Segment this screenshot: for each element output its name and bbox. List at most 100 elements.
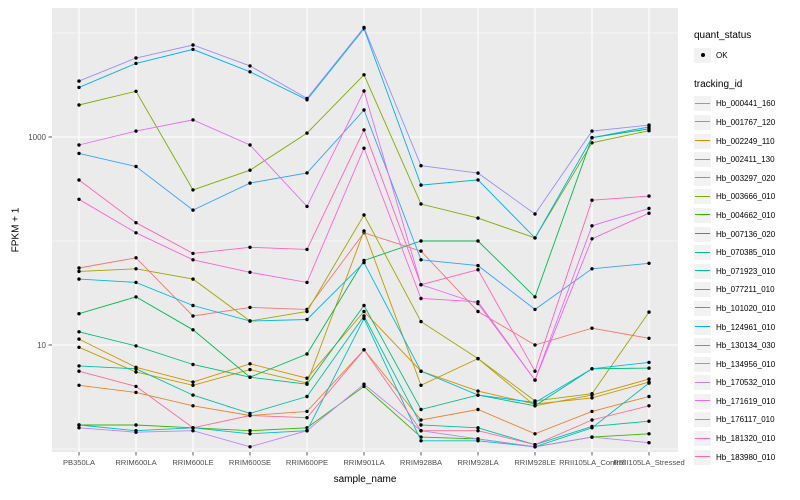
line-swatch-icon bbox=[694, 189, 711, 205]
data-point bbox=[305, 131, 309, 135]
data-point bbox=[305, 96, 309, 101]
legend-item-label: Hb_130134_030 bbox=[716, 341, 776, 351]
data-point bbox=[419, 258, 423, 262]
data-point bbox=[362, 303, 366, 308]
data-point bbox=[533, 378, 537, 382]
data-point bbox=[248, 168, 252, 172]
data-point bbox=[362, 382, 366, 386]
data-point bbox=[590, 224, 594, 228]
line-swatch-icon bbox=[694, 152, 711, 168]
legend-item-label: Hb_071923_010 bbox=[716, 266, 776, 276]
legend-item-Hb_170532_010: Hb_170532_010 bbox=[694, 374, 798, 393]
legend-item-Hb_130134_030: Hb_130134_030 bbox=[694, 336, 798, 355]
legend-item-Hb_134956_010: Hb_134956_010 bbox=[694, 355, 798, 374]
data-point bbox=[533, 212, 537, 216]
data-point bbox=[77, 197, 81, 201]
legend-item-label: Hb_183980_010 bbox=[716, 452, 776, 462]
line-swatch-icon bbox=[694, 133, 711, 149]
data-point bbox=[476, 356, 480, 361]
data-point bbox=[419, 239, 423, 243]
point-swatch-icon bbox=[694, 47, 711, 63]
data-point bbox=[305, 416, 309, 420]
x-tick-label: RRIM928LE bbox=[514, 458, 555, 467]
data-point bbox=[77, 423, 81, 427]
data-point bbox=[362, 348, 366, 352]
data-point bbox=[590, 418, 594, 422]
data-point bbox=[362, 309, 366, 314]
data-point bbox=[647, 381, 651, 385]
legend-item-label: Hb_181320_010 bbox=[716, 434, 776, 444]
line-swatch-icon bbox=[694, 96, 711, 112]
data-point bbox=[419, 383, 423, 387]
data-point bbox=[362, 146, 366, 150]
legend-item-Hb_171619_010: Hb_171619_010 bbox=[694, 392, 798, 411]
data-point bbox=[647, 441, 651, 445]
legend-title-quant-status: quant_status bbox=[694, 30, 752, 41]
data-point bbox=[476, 393, 480, 397]
line-swatch-icon bbox=[694, 300, 711, 316]
data-point bbox=[305, 280, 309, 285]
data-point bbox=[533, 432, 537, 436]
data-point bbox=[77, 330, 81, 334]
line-swatch-icon bbox=[694, 356, 711, 372]
legend-item-Hb_001767_120: Hb_001767_120 bbox=[694, 113, 798, 132]
data-point bbox=[77, 369, 81, 373]
data-point bbox=[419, 296, 423, 301]
data-point bbox=[590, 141, 594, 145]
legend-item-label: Hb_077211_010 bbox=[716, 285, 775, 295]
data-point bbox=[248, 64, 252, 68]
data-point bbox=[248, 70, 252, 74]
data-point bbox=[533, 443, 537, 447]
line-swatch-icon bbox=[694, 319, 711, 335]
data-point bbox=[305, 309, 309, 314]
data-point bbox=[191, 380, 195, 384]
data-point bbox=[590, 198, 594, 202]
legend-item-Hb_124961_010: Hb_124961_010 bbox=[694, 318, 798, 337]
data-point bbox=[248, 270, 252, 274]
data-point bbox=[191, 258, 195, 262]
legend-item-label: Hb_002411_130 bbox=[716, 155, 775, 165]
legend-item-Hb_000441_160: Hb_000441_160 bbox=[694, 95, 798, 114]
data-point bbox=[476, 426, 480, 430]
legend-item-label: OK bbox=[716, 50, 728, 60]
data-point bbox=[191, 426, 195, 430]
data-point bbox=[134, 367, 138, 371]
data-point bbox=[419, 423, 423, 427]
data-point bbox=[419, 369, 423, 373]
data-point bbox=[134, 256, 138, 260]
data-point bbox=[191, 383, 195, 387]
data-point bbox=[476, 171, 480, 175]
legend-item-Hb_002249_110: Hb_002249_110 bbox=[694, 132, 798, 151]
data-point bbox=[590, 392, 594, 396]
data-point bbox=[305, 409, 309, 414]
x-tick-label: RRII105LA_Control bbox=[559, 458, 625, 467]
data-point bbox=[533, 295, 537, 299]
legend-item-label: Hb_007136_020 bbox=[716, 229, 776, 239]
data-point bbox=[419, 429, 423, 433]
legend-item-label: Hb_001767_120 bbox=[716, 117, 776, 127]
data-point bbox=[476, 268, 480, 272]
data-point bbox=[590, 426, 594, 430]
data-point bbox=[590, 326, 594, 330]
data-point bbox=[77, 103, 81, 107]
legend-item-Hb_002411_130: Hb_002411_130 bbox=[694, 150, 798, 169]
data-point bbox=[647, 261, 651, 265]
data-point bbox=[305, 171, 309, 175]
data-point bbox=[362, 260, 366, 265]
data-point bbox=[191, 362, 195, 367]
data-point bbox=[647, 211, 651, 215]
data-point bbox=[77, 79, 81, 83]
data-point bbox=[590, 237, 594, 241]
data-point bbox=[533, 369, 537, 373]
data-point bbox=[134, 56, 138, 60]
data-point bbox=[533, 343, 537, 347]
data-point bbox=[77, 364, 81, 368]
data-point bbox=[419, 319, 423, 324]
legend-item-label: Hb_101020_010 bbox=[716, 303, 776, 313]
data-point bbox=[77, 269, 81, 274]
legend-item-Hb_003666_010: Hb_003666_010 bbox=[694, 188, 798, 207]
data-point bbox=[362, 25, 366, 30]
data-point bbox=[77, 266, 81, 270]
line-swatch-icon bbox=[694, 449, 711, 465]
